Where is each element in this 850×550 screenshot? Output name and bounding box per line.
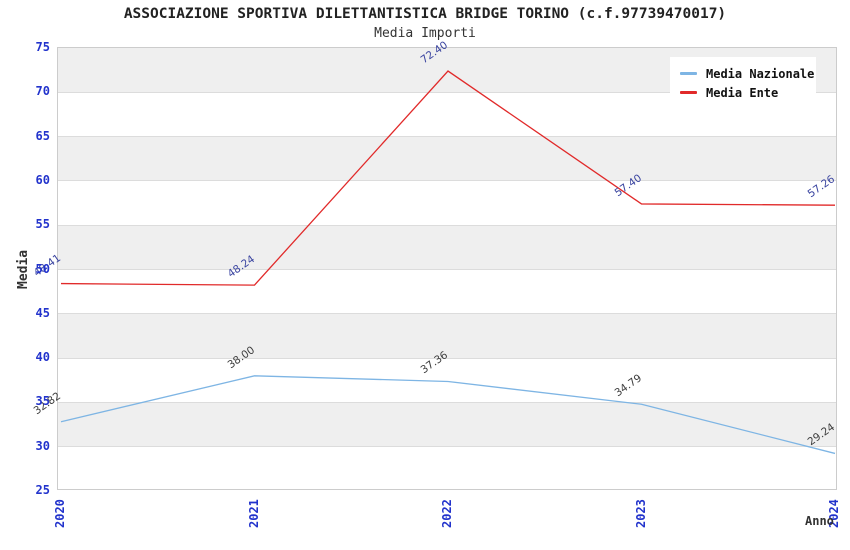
y-tick-label: 70	[35, 84, 50, 99]
x-axis-title: Anno	[805, 514, 834, 528]
y-tick-label: 30	[35, 438, 50, 453]
series-lines	[60, 70, 836, 455]
media-ente-line-swatch	[680, 91, 697, 94]
legend-item-media-ente: Media Ente	[680, 83, 806, 102]
legend: Media Nazionale Media Ente	[670, 57, 816, 109]
media-nazionale-line-swatch	[680, 72, 697, 75]
y-tick-label: 40	[35, 350, 50, 365]
y-tick-label: 25	[35, 483, 50, 497]
chart-title: ASSOCIAZIONE SPORTIVA DILETTANTISTICA BR…	[123, 6, 727, 22]
y-tick-label: 45	[35, 305, 50, 320]
y-tick-label: 50	[35, 261, 50, 276]
y-tick-label: 75	[35, 40, 50, 54]
x-tick-label: 2020	[53, 499, 67, 528]
y-tick-label: 65	[35, 128, 50, 143]
line-media-ente	[60, 70, 836, 286]
x-tick-label: 2022	[440, 499, 454, 528]
line-media-nazionale	[60, 375, 836, 455]
legend-label: Media Nazionale	[706, 66, 815, 81]
y-tick-label: 55	[35, 217, 50, 232]
x-tick-label: 2021	[246, 499, 261, 528]
y-tick-label: 60	[35, 172, 50, 187]
x-tick-label: 2023	[633, 499, 648, 528]
legend-item-media-nazionale: Media Nazionale	[680, 64, 814, 83]
chart-subtitle: Media Importi	[374, 26, 476, 41]
legend-label: Media Ente	[706, 85, 779, 100]
y-tick-label: 35	[35, 394, 50, 409]
plot-area: 32.82 38.00 37.36 34.79 29.24 48.41 48.24 72.40…	[32, 39, 837, 490]
